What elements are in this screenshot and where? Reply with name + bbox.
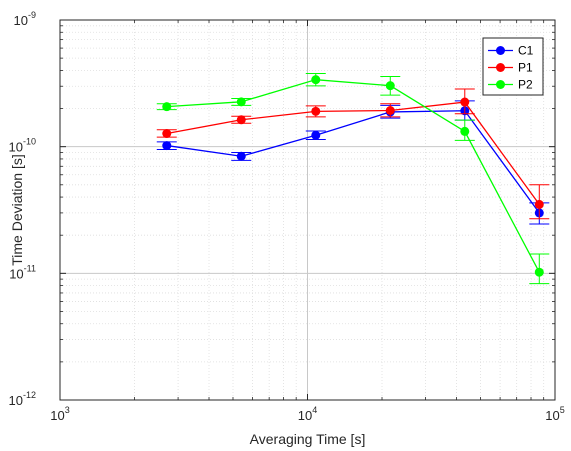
minor-grid: [60, 20, 555, 400]
legend-box: [482, 37, 544, 96]
legend-marker: [496, 63, 505, 72]
data-point: [162, 141, 172, 151]
series-p2: [156, 73, 550, 285]
tick-exponent: -10: [23, 137, 36, 147]
data-point: [385, 105, 395, 115]
x-tick-labels: 103 104 105: [50, 405, 564, 423]
legend-item-p2: P2: [488, 78, 533, 92]
x-axis-label: Averaging Time [s]: [250, 431, 366, 447]
series-layer: [156, 73, 550, 285]
data-point: [162, 129, 172, 139]
tick-base: 10: [298, 408, 312, 423]
data-point: [534, 267, 544, 277]
data-point: [162, 102, 172, 112]
tick-exponent: 3: [65, 405, 70, 415]
y-tick-label: 10-12: [9, 390, 36, 408]
data-point: [311, 130, 321, 140]
tick-base: 10: [14, 13, 28, 28]
data-point: [236, 97, 246, 107]
tick-base: 10: [9, 393, 23, 408]
legend-label: P1: [518, 61, 533, 75]
legend-marker: [496, 80, 505, 89]
series-line: [166, 110, 540, 214]
data-point: [236, 115, 246, 125]
tick-base: 10: [9, 266, 23, 281]
y-tick-label: 10-11: [9, 263, 36, 281]
data-point: [311, 106, 321, 116]
tick-base: 10: [545, 408, 559, 423]
legend-label: C1: [518, 44, 534, 58]
y-tick-label: 10-10: [9, 137, 36, 155]
data-point: [460, 97, 470, 107]
data-point: [385, 81, 395, 91]
y-tick-label: 10-9: [14, 10, 36, 28]
data-point: [311, 75, 321, 85]
legend: C1 P1 P2: [482, 37, 544, 96]
series-p1: [156, 88, 550, 220]
legend-label: P2: [518, 78, 533, 92]
y-axis-label: Time Deviation [s]: [9, 154, 25, 266]
tick-exponent: -12: [23, 390, 36, 400]
data-point: [236, 151, 246, 161]
legend-marker: [496, 46, 505, 55]
tick-exponent: -11: [24, 263, 36, 273]
tick-exponent: 5: [560, 405, 565, 415]
data-point: [534, 199, 544, 209]
data-point: [460, 126, 470, 136]
x-tick-label: 103: [50, 405, 69, 423]
axis-ticks: [59, 19, 556, 401]
x-tick-label: 104: [298, 405, 317, 423]
tick-exponent: 4: [312, 405, 317, 415]
tick-exponent: -9: [28, 10, 36, 20]
tick-base: 10: [50, 408, 64, 423]
tick-base: 10: [9, 140, 23, 155]
x-tick-label: 105: [545, 405, 564, 423]
series-line: [166, 101, 540, 205]
legend-item-c1: C1: [488, 44, 534, 58]
series-line: [166, 79, 540, 273]
legend-item-p1: P1: [488, 61, 533, 75]
